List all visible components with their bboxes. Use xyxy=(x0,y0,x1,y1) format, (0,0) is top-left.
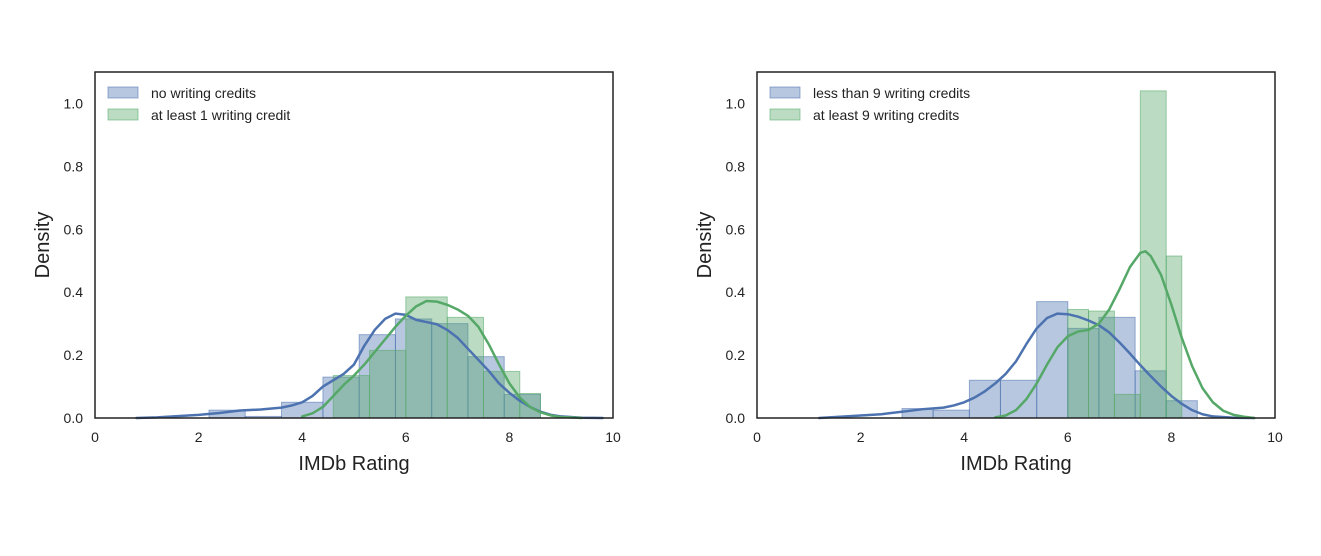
histogram-bar xyxy=(999,379,1038,419)
histogram-bar xyxy=(369,349,407,419)
histogram-bar xyxy=(1098,316,1136,419)
x-tick-label: 10 xyxy=(605,429,621,445)
y-axis-label: Density xyxy=(32,212,54,279)
axes-frame xyxy=(756,71,1276,419)
histogram-bar xyxy=(431,323,469,419)
kde-line xyxy=(300,299,584,420)
kde-line xyxy=(135,312,604,420)
y-tick-label: 1.0 xyxy=(726,95,746,111)
x-tick-label: 6 xyxy=(1064,429,1072,445)
y-tick-label: 0.8 xyxy=(726,158,746,174)
y-tick-label: 0.2 xyxy=(64,347,84,363)
histogram-bar xyxy=(932,409,970,419)
legend: less than 9 writing credits at least 9 wr… xyxy=(769,85,970,123)
x-tick-label: 8 xyxy=(506,429,514,445)
legend-swatch xyxy=(107,108,139,121)
legend-swatch xyxy=(769,108,801,121)
x-tick-label: 2 xyxy=(195,429,203,445)
histogram-bar xyxy=(1139,90,1167,419)
y-tick-label: 0.0 xyxy=(726,410,746,426)
y-tick-label: 0.4 xyxy=(64,284,84,300)
y-tick-label: 1.0 xyxy=(64,95,84,111)
x-tick-label: 2 xyxy=(857,429,865,445)
y-tick-label: 0.2 xyxy=(726,347,746,363)
legend-label: at least 9 writing credits xyxy=(813,107,959,123)
y-tick-label: 0.6 xyxy=(64,221,84,237)
histogram-bar xyxy=(1067,308,1090,419)
x-tick-label: 8 xyxy=(1168,429,1176,445)
x-tick-label: 10 xyxy=(1267,429,1283,445)
y-tick-label: 0.4 xyxy=(726,284,746,300)
plot-area xyxy=(757,72,1275,418)
kde-line xyxy=(817,312,1256,420)
x-tick-label: 0 xyxy=(91,429,99,445)
x-tick-label: 6 xyxy=(402,429,410,445)
legend-label: no writing credits xyxy=(151,85,256,101)
histogram-bar xyxy=(405,296,448,419)
y-tick-label: 0.6 xyxy=(726,221,746,237)
y-tick-label: 0.0 xyxy=(64,410,84,426)
x-axis-label: IMDb Rating xyxy=(298,453,409,475)
legend-label: less than 9 writing credits xyxy=(813,85,970,101)
kde-line xyxy=(994,250,1256,420)
histogram-bar xyxy=(1113,393,1141,419)
y-axis-label: Density xyxy=(694,212,716,279)
histogram-bar xyxy=(483,370,521,419)
x-axis-label: IMDb Rating xyxy=(960,453,1071,475)
histogram-bar xyxy=(446,316,484,419)
legend-label: at least 1 writing credit xyxy=(151,107,290,123)
x-tick-label: 0 xyxy=(753,429,761,445)
axes-frame xyxy=(94,71,614,419)
legend: no writing credits at least 1 writing cre… xyxy=(107,85,290,123)
plot-area xyxy=(95,72,613,418)
legend-swatch xyxy=(107,86,139,99)
y-tick-label: 0.8 xyxy=(64,158,84,174)
x-tick-label: 4 xyxy=(960,429,968,445)
x-tick-label: 4 xyxy=(298,429,306,445)
legend-swatch xyxy=(769,86,801,99)
chart-left: 0 2 4 6 8 10 0.0 0.2 0.4 0.6 0.8 1.0 IMDb Rating Dens… xyxy=(32,71,621,475)
chart-right: 0 2 4 6 8 10 0.0 0.2 0.4 0.6 0.8 1.0 IMDb Rating Dens… xyxy=(694,71,1283,475)
histogram-bar xyxy=(1088,310,1115,419)
histogram-bar xyxy=(1036,301,1069,419)
histogram-bar xyxy=(332,375,371,419)
